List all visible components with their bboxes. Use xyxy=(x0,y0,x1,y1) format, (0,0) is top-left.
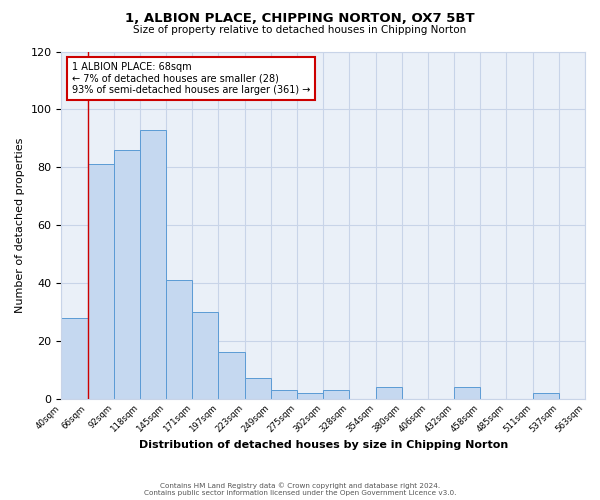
Bar xyxy=(533,393,559,398)
Bar xyxy=(323,390,349,398)
Text: Contains HM Land Registry data © Crown copyright and database right 2024.: Contains HM Land Registry data © Crown c… xyxy=(160,482,440,489)
Text: 1 ALBION PLACE: 68sqm
← 7% of detached houses are smaller (28)
93% of semi-detac: 1 ALBION PLACE: 68sqm ← 7% of detached h… xyxy=(72,62,310,95)
Text: Contains public sector information licensed under the Open Government Licence v3: Contains public sector information licen… xyxy=(144,490,456,496)
Y-axis label: Number of detached properties: Number of detached properties xyxy=(15,138,25,312)
Bar xyxy=(218,352,245,399)
Bar xyxy=(114,150,140,398)
Bar xyxy=(376,387,402,398)
Bar xyxy=(88,164,114,398)
Bar xyxy=(166,280,193,398)
Bar xyxy=(297,393,323,398)
Bar xyxy=(454,387,480,398)
Bar xyxy=(61,318,88,398)
Text: Size of property relative to detached houses in Chipping Norton: Size of property relative to detached ho… xyxy=(133,25,467,35)
Bar xyxy=(245,378,271,398)
X-axis label: Distribution of detached houses by size in Chipping Norton: Distribution of detached houses by size … xyxy=(139,440,508,450)
Bar xyxy=(193,312,218,398)
Bar xyxy=(271,390,297,398)
Bar xyxy=(140,130,166,398)
Text: 1, ALBION PLACE, CHIPPING NORTON, OX7 5BT: 1, ALBION PLACE, CHIPPING NORTON, OX7 5B… xyxy=(125,12,475,26)
